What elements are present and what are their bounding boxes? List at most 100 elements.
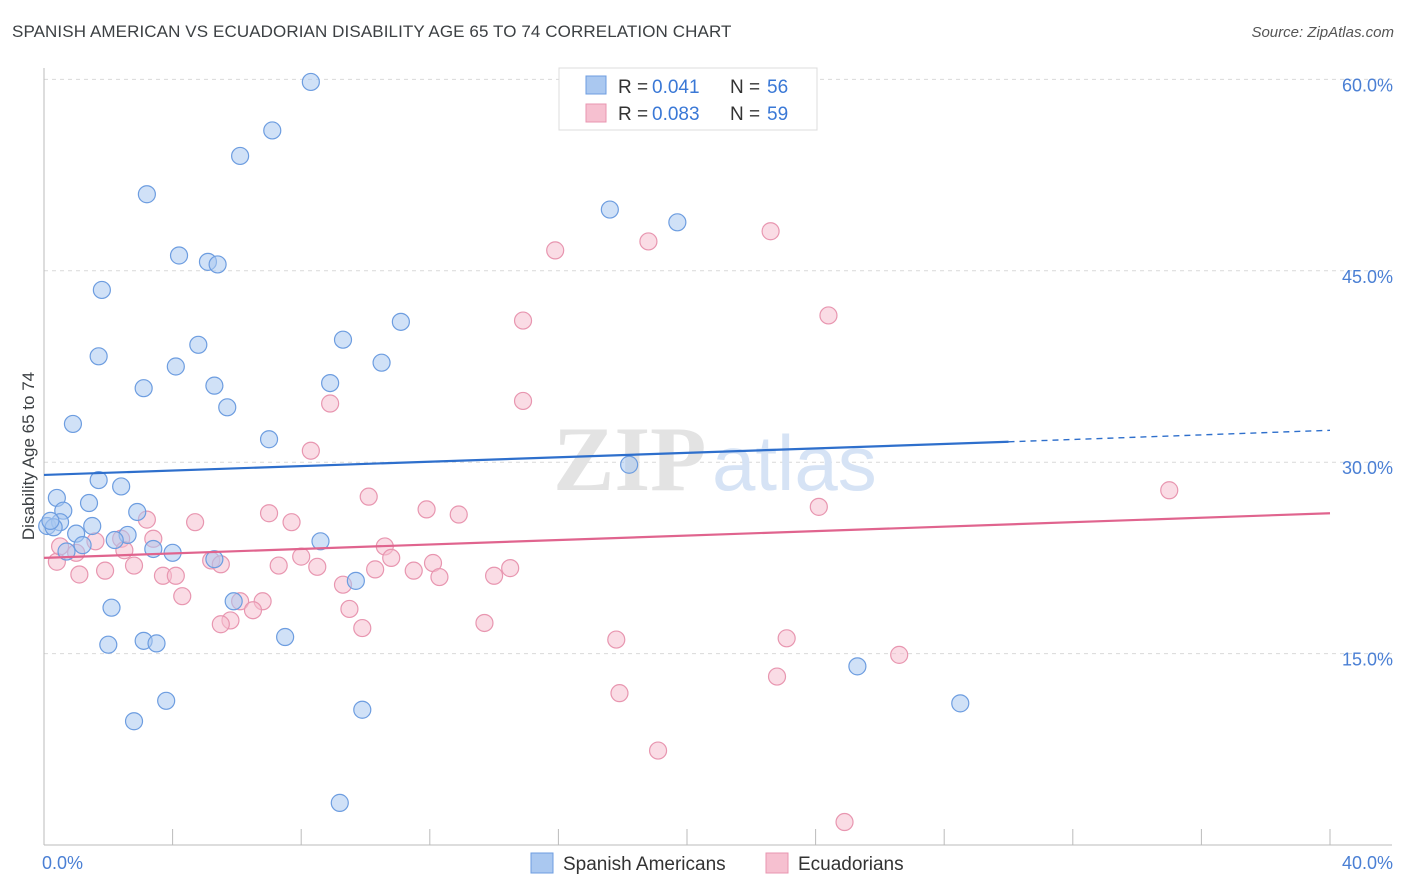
ecuadorians-point-57: [835, 812, 854, 832]
ecuadorians-point-24: [382, 548, 401, 568]
spanish-americans-point-37: [57, 542, 76, 561]
spanish-americans-point-38: [311, 532, 330, 551]
spanish-americans-point-41: [205, 550, 224, 569]
ecuadorians-point-16: [282, 513, 301, 532]
legend-r-label-2: R =: [618, 104, 648, 125]
spanish-americans-point-26: [79, 493, 99, 513]
spanish-americans-point-21: [259, 430, 279, 449]
spanish-americans-trend-extension: [1008, 429, 1331, 443]
spanish-americans-point-13: [89, 347, 108, 366]
spanish-americans-point-19: [218, 398, 237, 417]
y-tick-labels: 15.0% 30.0% 45.0% 60.0%: [1342, 75, 1393, 669]
ecuadorians-point-33: [404, 561, 423, 580]
ecuadorians-point-51: [607, 630, 626, 649]
spanish-americans-point-45: [276, 627, 295, 647]
ecuadorians-point-53: [890, 645, 909, 664]
ecuadorians-point-3: [819, 306, 838, 325]
legend-r-value-1: 0.041: [652, 77, 700, 98]
y-axis-label: Disability Age 65 to 74: [19, 372, 38, 540]
ecuadorians-point-40: [430, 567, 449, 587]
ecuadorians-point-39: [485, 566, 504, 585]
ecuadorians-point-11: [417, 500, 436, 519]
bottom-legend-label-ecuadorians: Ecuadorians: [798, 854, 904, 875]
ecuadorians-trend-line: [43, 512, 1331, 559]
ecuadorians-point-12: [259, 504, 279, 523]
spanish-americans-point-5: [668, 213, 687, 232]
ecuadorians-point-30: [269, 556, 288, 575]
ecuadorians-point-4: [513, 311, 533, 330]
y-tick-label-3: 60.0%: [1342, 75, 1393, 95]
spanish-americans-point-35: [105, 530, 124, 550]
spanish-americans-trend-line: [43, 440, 1009, 477]
spanish-americans-point-49: [848, 657, 867, 676]
y-tick-label-2: 45.0%: [1342, 267, 1393, 287]
spanish-americans-point-11: [333, 330, 353, 349]
spanish-americans-point-23: [89, 470, 108, 490]
spanish-americans-point-22: [620, 455, 639, 474]
x-tick-label-0: 0.0%: [42, 853, 83, 873]
ecuadorians-point-48: [211, 615, 230, 634]
legend-n-label-2: N =: [730, 104, 760, 125]
legend-n-value-1: 56: [767, 77, 788, 98]
spanish-americans-point-1: [263, 121, 282, 140]
axes: [43, 68, 1392, 846]
ecuadorians-point-55: [610, 684, 629, 703]
spanish-americans-point-51: [951, 694, 970, 713]
ecuadorians-point-54: [767, 667, 787, 686]
spanish-americans-point-16: [321, 373, 340, 393]
ecuadorians-point-32: [366, 560, 385, 579]
spanish-americans-point-44: [102, 598, 121, 617]
spanish-americans-point-52: [353, 700, 372, 719]
ecuadorians-point-49: [475, 613, 494, 633]
ecuadorians-point-10: [809, 497, 828, 516]
spanish-americans-point-12: [189, 335, 208, 354]
spanish-americans-point-3: [137, 185, 156, 204]
source-label: Source: ZipAtlas.com: [1251, 24, 1394, 41]
ecuadorians-point-2: [546, 241, 565, 260]
spanish-americans-point-50: [157, 691, 176, 710]
ecuadorians-point-8: [1160, 481, 1179, 500]
ecuadorians-point-13: [449, 505, 468, 524]
spanish-americans-point-17: [205, 376, 224, 395]
ecuadorians-point-34: [95, 561, 115, 580]
spanish-americans-point-18: [134, 379, 153, 398]
spanish-americans-point-0: [301, 72, 320, 92]
spanish-americans-point-42: [346, 571, 365, 590]
spanish-americans-point-2: [231, 146, 250, 166]
bottom-legend: Spanish Americans Ecuadorians: [530, 852, 904, 875]
ecuadorians-point-6: [513, 391, 533, 411]
spanish-americans-point-4: [600, 200, 619, 219]
spanish-americans-point-14: [372, 353, 391, 372]
spanish-americans-point-47: [147, 634, 166, 653]
spanish-americans-point-54: [330, 793, 349, 812]
legend-swatch-pink: [585, 103, 607, 123]
chart-title: SPANISH AMERICAN VS ECUADORIAN DISABILIT…: [12, 22, 732, 41]
ecuadorians-point-5: [321, 394, 340, 413]
watermark: ZIP atlas: [553, 408, 877, 510]
legend-r-label-1: R =: [618, 77, 648, 98]
spanish-americans-point-53: [124, 712, 144, 731]
ecuadorians-point-45: [243, 601, 263, 620]
ecuadorians-point-46: [340, 599, 359, 619]
spanish-americans-point-20: [63, 414, 83, 434]
y-tick-label-0: 15.0%: [1342, 650, 1393, 670]
spanish-americans-point-24: [112, 477, 131, 496]
spanish-americans-point-55: [41, 511, 60, 530]
ecuadorians-point-42: [173, 587, 192, 606]
spanish-americans-point-36: [73, 536, 92, 555]
ecuadorians-point-7: [301, 441, 320, 460]
ecuadorians-point-1: [639, 232, 658, 251]
bottom-legend-swatch-pink: [765, 852, 789, 874]
legend-swatch-blue: [585, 75, 607, 95]
legend-n-value-2: 59: [767, 104, 788, 125]
ecuadorians-point-50: [353, 618, 372, 638]
spanish-americans-point-9: [92, 280, 111, 300]
ecuadorians-point-9: [359, 487, 378, 506]
x-tick-label-1: 40.0%: [1342, 853, 1393, 873]
ecuadorians-point-52: [777, 629, 796, 648]
y-tick-label-1: 30.0%: [1342, 458, 1393, 478]
spanish-americans-point-28: [128, 502, 147, 522]
ecuadorians-point-56: [648, 741, 668, 760]
x-tick-labels: 0.0% 40.0%: [42, 853, 1393, 873]
